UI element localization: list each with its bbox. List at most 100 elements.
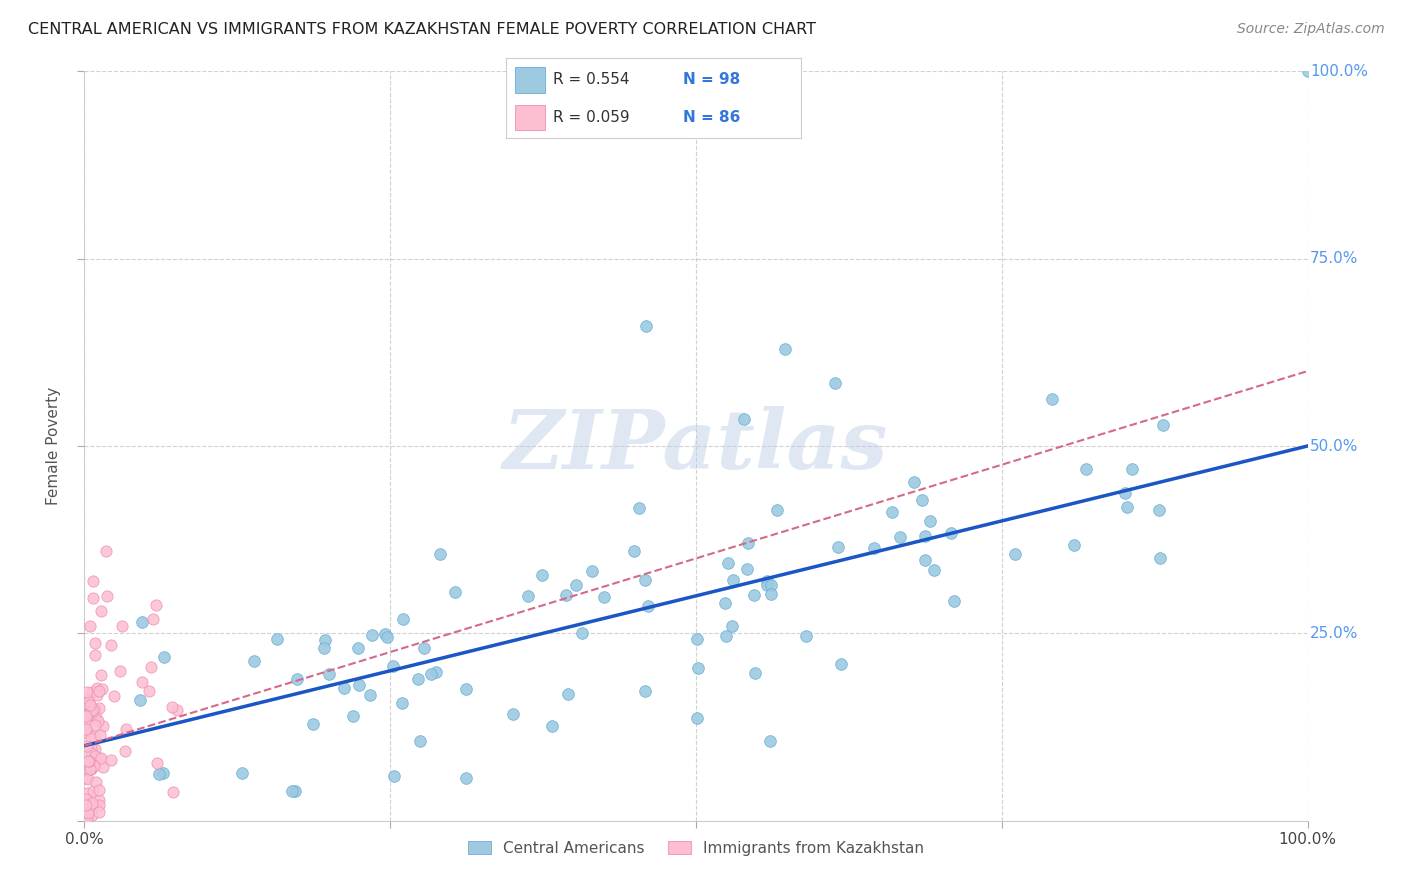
Point — [758, 734, 780, 748]
Point — [1004, 547, 1026, 561]
Point — [75, 721, 97, 735]
Point — [939, 525, 962, 540]
Point — [90, 604, 112, 618]
Point — [429, 547, 451, 561]
Point — [76, 685, 98, 699]
Point — [735, 562, 758, 576]
Point — [721, 573, 744, 587]
Text: 50.0%: 50.0% — [1310, 439, 1358, 453]
Bar — [515, 67, 544, 93]
Point — [83, 718, 105, 732]
Point — [903, 475, 925, 489]
Point — [75, 772, 97, 786]
Point — [75, 724, 97, 739]
Point — [79, 619, 101, 633]
Point — [76, 754, 98, 768]
Point — [87, 700, 110, 714]
Point — [830, 657, 852, 672]
Point — [922, 563, 945, 577]
Point — [86, 775, 108, 789]
Point — [131, 674, 153, 689]
Point — [1114, 485, 1136, 500]
Point — [90, 751, 112, 765]
Text: CENTRAL AMERICAN VS IMMIGRANTS FROM KAZAKHSTAN FEMALE POVERTY CORRELATION CHART: CENTRAL AMERICAN VS IMMIGRANTS FROM KAZA… — [28, 22, 815, 37]
Point — [637, 599, 659, 613]
Point — [773, 342, 796, 356]
Point — [571, 625, 593, 640]
Point — [281, 783, 304, 797]
Point — [160, 700, 183, 714]
Point — [100, 752, 122, 766]
Point — [82, 574, 104, 588]
Point — [827, 540, 849, 554]
Point — [717, 557, 740, 571]
Text: N = 98: N = 98 — [683, 72, 741, 87]
Text: Source: ZipAtlas.com: Source: ZipAtlas.com — [1237, 22, 1385, 37]
Point — [1116, 500, 1139, 514]
Point — [685, 632, 707, 646]
Point — [392, 612, 415, 626]
Text: ZIPatlas: ZIPatlas — [503, 406, 889, 486]
Point — [93, 760, 115, 774]
Point — [349, 678, 371, 692]
Point — [80, 762, 103, 776]
Point — [80, 761, 103, 775]
Point — [302, 717, 325, 731]
Point — [146, 756, 169, 771]
Point — [231, 765, 253, 780]
Point — [94, 544, 117, 558]
Point — [686, 711, 709, 725]
Point — [412, 641, 434, 656]
Point — [759, 578, 782, 592]
Point — [162, 785, 184, 799]
Point — [83, 648, 105, 662]
Text: R = 0.554: R = 0.554 — [554, 72, 630, 87]
Point — [152, 650, 174, 665]
Point — [737, 536, 759, 550]
Point — [86, 688, 108, 702]
Point — [83, 741, 105, 756]
Point — [502, 707, 524, 722]
Point — [79, 762, 101, 776]
Point — [1147, 502, 1170, 516]
Point — [794, 629, 817, 643]
Point — [243, 654, 266, 668]
Point — [420, 667, 443, 681]
Point — [84, 710, 107, 724]
Point — [79, 698, 101, 712]
Point — [148, 767, 170, 781]
Point — [114, 744, 136, 758]
Point — [87, 783, 110, 797]
Point — [75, 805, 97, 819]
Point — [623, 544, 645, 558]
Point — [314, 633, 336, 648]
Point — [444, 585, 467, 599]
Point — [80, 685, 103, 699]
Point — [541, 718, 564, 732]
Point — [82, 591, 104, 606]
Legend: Central Americans, Immigrants from Kazakhstan: Central Americans, Immigrants from Kazak… — [463, 834, 929, 862]
Point — [1149, 550, 1171, 565]
Point — [89, 750, 111, 764]
Point — [920, 514, 942, 528]
Point — [914, 552, 936, 566]
Point — [131, 615, 153, 629]
Point — [75, 798, 97, 813]
Point — [75, 792, 97, 806]
Point — [374, 627, 396, 641]
Point — [77, 707, 100, 722]
Point — [346, 640, 368, 655]
Point — [361, 628, 384, 642]
Point — [111, 619, 134, 633]
Point — [285, 672, 308, 686]
Point — [1040, 392, 1063, 406]
Point — [742, 588, 765, 602]
Point — [76, 786, 98, 800]
Point — [75, 714, 97, 729]
Point — [284, 783, 307, 797]
Point — [139, 660, 162, 674]
Point — [80, 701, 103, 715]
Point — [77, 693, 100, 707]
Point — [1063, 538, 1085, 552]
Text: N = 86: N = 86 — [683, 110, 741, 125]
